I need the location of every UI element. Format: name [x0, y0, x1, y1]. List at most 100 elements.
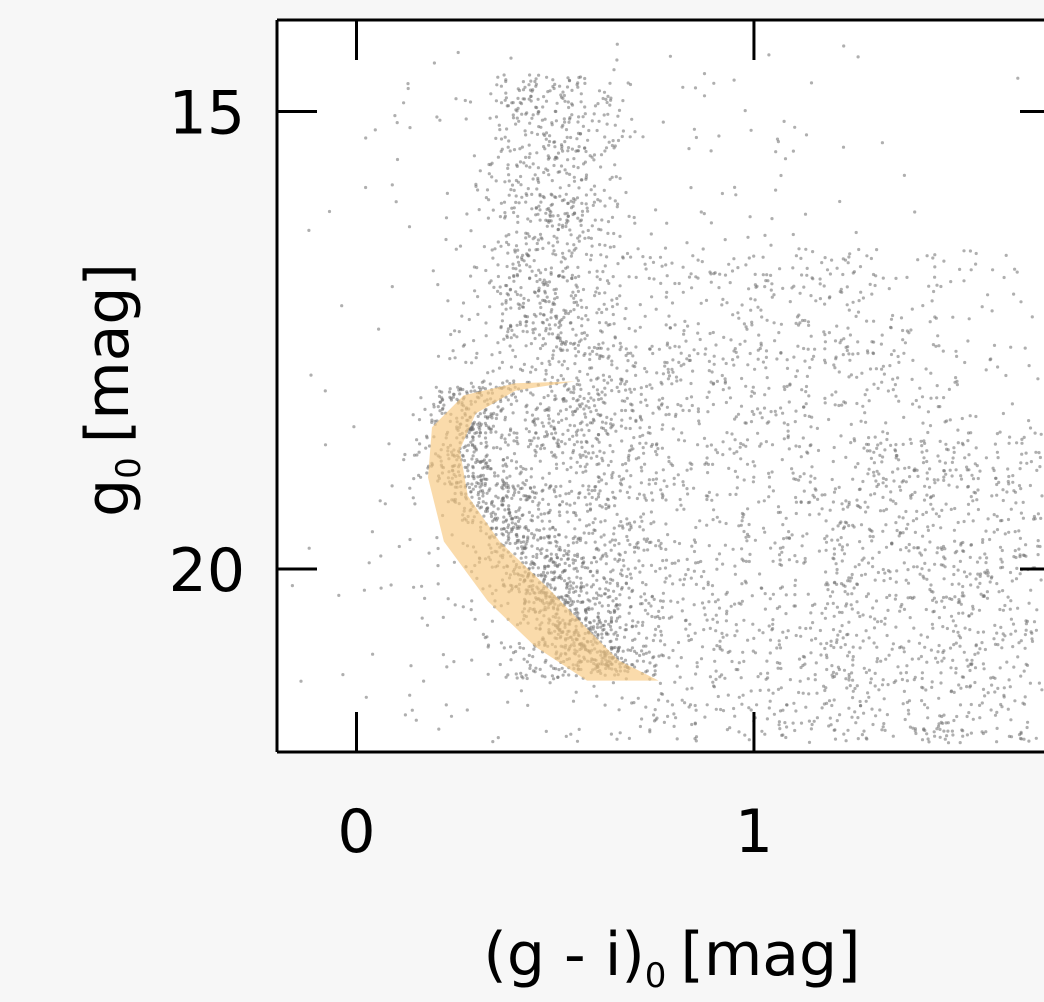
star-point	[1036, 377, 1040, 381]
star-point	[639, 481, 644, 485]
star-point	[648, 347, 652, 351]
star-point	[926, 716, 930, 720]
star-point	[539, 305, 543, 310]
star-point	[516, 96, 520, 100]
star-point	[613, 199, 617, 203]
star-point	[1036, 553, 1040, 557]
star-point	[564, 492, 568, 496]
star-point	[553, 394, 557, 398]
star-point	[958, 703, 963, 707]
star-point	[504, 675, 508, 679]
star-point	[903, 466, 907, 470]
star-point	[728, 447, 732, 451]
star-point	[530, 192, 534, 196]
star-point	[909, 496, 913, 500]
star-point	[881, 476, 886, 480]
star-point	[408, 486, 412, 490]
star-point	[477, 434, 481, 438]
star-point	[825, 534, 829, 538]
star-point	[705, 523, 709, 527]
star-point	[942, 396, 946, 400]
star-point	[920, 450, 924, 454]
star-point	[1023, 346, 1027, 350]
star-point	[822, 702, 827, 706]
star-point	[556, 170, 560, 174]
star-point	[703, 352, 707, 356]
star-point	[477, 208, 481, 212]
star-point	[573, 362, 577, 366]
star-point	[309, 373, 313, 377]
star-point	[490, 619, 494, 623]
star-point	[692, 569, 697, 573]
star-point	[379, 554, 383, 558]
star-point	[490, 499, 494, 504]
star-point	[666, 370, 671, 374]
star-point	[560, 125, 564, 129]
star-point	[579, 576, 583, 580]
star-point	[839, 434, 843, 438]
star-point	[618, 626, 622, 630]
star-point	[617, 558, 622, 562]
star-point	[732, 451, 736, 455]
star-point	[908, 595, 913, 600]
star-point	[507, 511, 511, 515]
star-point	[521, 305, 526, 309]
star-point	[727, 466, 731, 470]
star-point	[662, 720, 667, 725]
star-point	[982, 593, 986, 598]
star-point	[524, 555, 528, 559]
star-point	[463, 98, 467, 103]
star-point	[522, 494, 526, 498]
star-point	[605, 255, 609, 259]
star-point	[605, 554, 609, 558]
star-point	[689, 576, 693, 580]
star-point	[948, 597, 952, 601]
star-point	[699, 575, 704, 579]
star-point	[634, 275, 638, 279]
star-point	[854, 314, 858, 318]
star-point	[606, 220, 611, 224]
star-point	[639, 595, 643, 599]
star-point	[630, 625, 634, 629]
star-point	[807, 323, 811, 327]
star-point	[884, 484, 888, 488]
star-point	[483, 481, 487, 486]
star-point	[969, 583, 973, 587]
star-point	[548, 134, 552, 138]
star-point	[563, 561, 567, 566]
star-point	[573, 553, 577, 558]
star-point	[556, 438, 560, 442]
star-point	[410, 708, 414, 712]
star-point	[479, 388, 483, 392]
star-point	[543, 342, 548, 346]
star-point	[514, 672, 518, 676]
star-point	[624, 388, 628, 392]
star-point	[808, 513, 812, 517]
star-point	[935, 727, 939, 731]
star-point	[680, 698, 684, 702]
star-point	[516, 248, 520, 252]
star-point	[866, 592, 871, 596]
star-point	[896, 376, 900, 380]
star-point	[816, 448, 821, 453]
star-point	[598, 199, 602, 203]
star-point	[679, 656, 683, 660]
star-point	[563, 442, 567, 446]
star-point	[558, 548, 563, 552]
star-point	[624, 628, 628, 632]
star-point	[576, 120, 580, 124]
star-point	[630, 646, 635, 650]
star-point	[508, 514, 512, 518]
star-point	[744, 384, 748, 388]
star-point	[512, 486, 516, 490]
star-point	[910, 657, 914, 661]
star-point	[927, 568, 931, 572]
star-point	[898, 485, 902, 489]
star-point	[1008, 570, 1013, 575]
star-point	[512, 379, 516, 383]
star-point	[558, 513, 562, 518]
star-point	[803, 413, 807, 418]
star-point	[723, 543, 728, 547]
star-point	[867, 668, 872, 672]
